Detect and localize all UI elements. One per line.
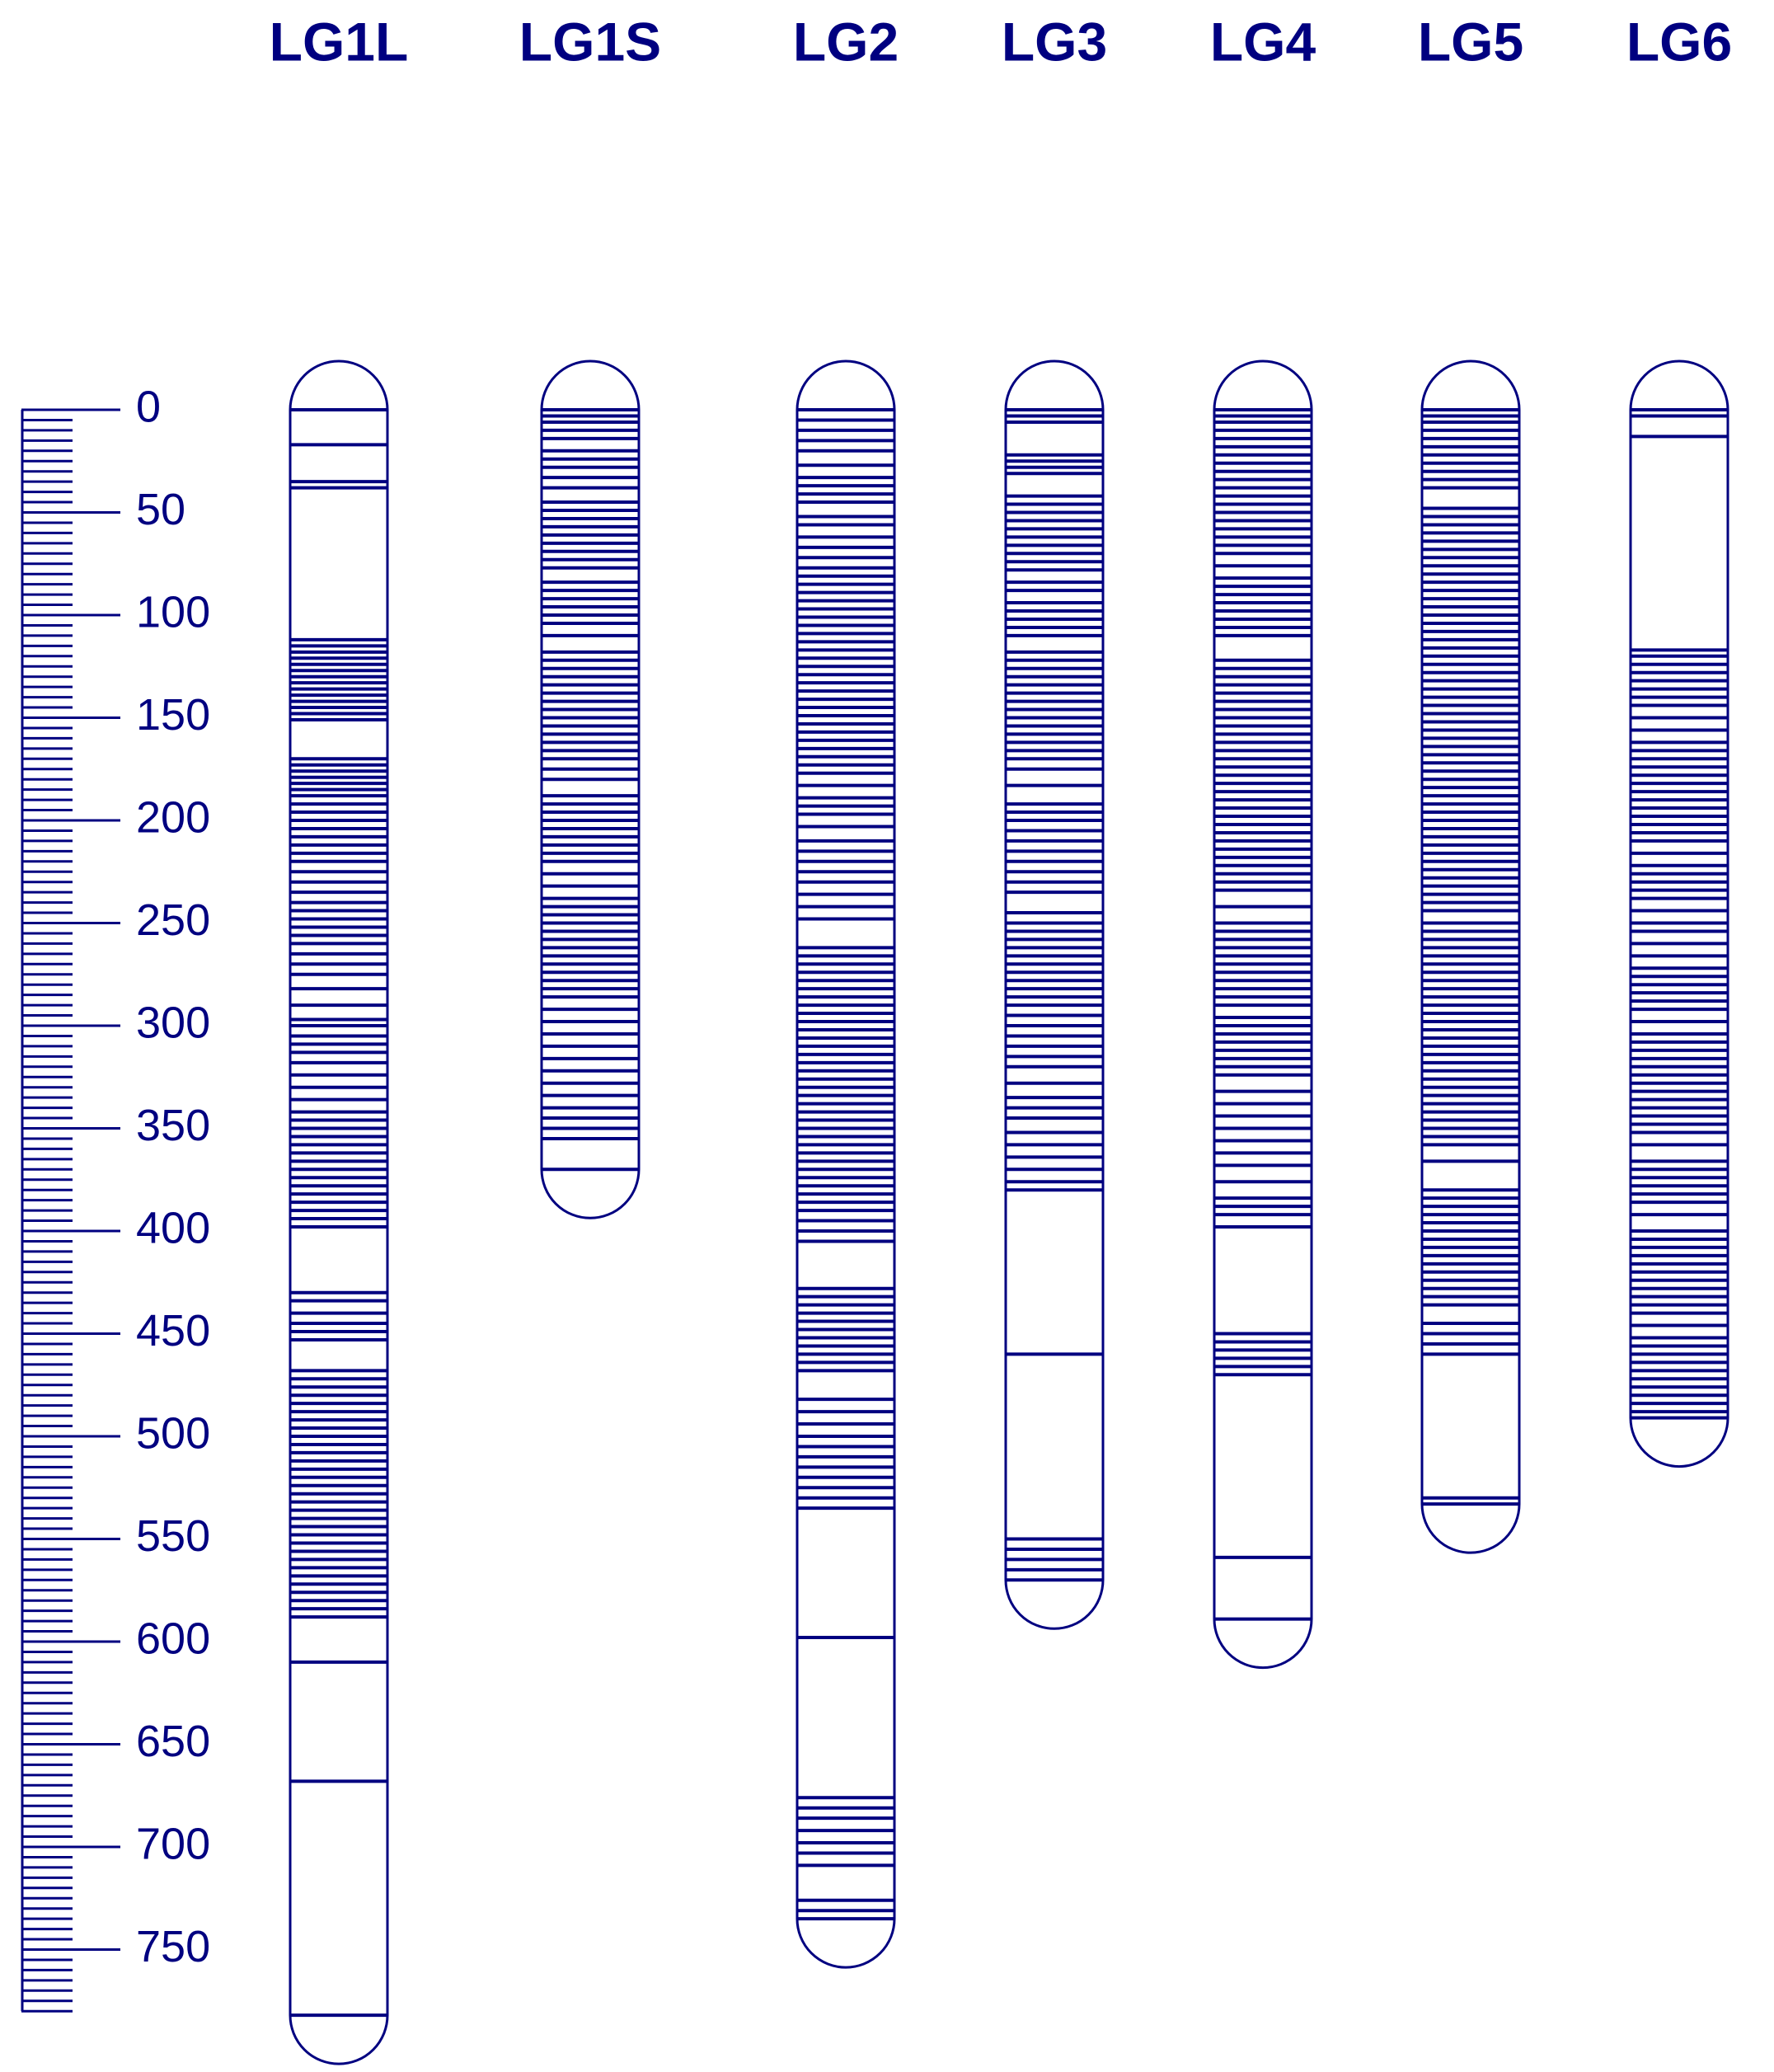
group-title: LG4 — [1210, 11, 1316, 72]
y-tick-label: 50 — [136, 485, 185, 534]
chromosome-outline — [1213, 359, 1313, 1670]
y-tick-label: 400 — [136, 1203, 210, 1252]
chromosome-outline — [540, 359, 641, 1219]
y-tick-label: 200 — [136, 792, 210, 842]
group-title: LG1L — [270, 11, 409, 72]
group-title: LG1S — [519, 11, 661, 72]
y-tick-label: 700 — [136, 1819, 210, 1868]
y-tick-label: 600 — [136, 1614, 210, 1663]
chromosome-outline — [795, 359, 896, 1969]
chromosome-outline — [1420, 359, 1521, 1554]
y-tick-label: 100 — [136, 587, 210, 637]
y-tick-label: 150 — [136, 690, 210, 740]
group-title: LG6 — [1626, 11, 1732, 72]
y-tick-label: 0 — [136, 382, 161, 431]
y-tick-label: 300 — [136, 998, 210, 1047]
y-tick-label: 550 — [136, 1511, 210, 1561]
y-tick-label: 450 — [136, 1306, 210, 1355]
chromosome-outline — [289, 359, 389, 2065]
chromosome-outline — [1629, 359, 1729, 1468]
y-tick-label: 350 — [136, 1101, 210, 1150]
group-title: LG3 — [1002, 11, 1107, 72]
group-title: LG5 — [1418, 11, 1523, 72]
chromosome-outline — [1004, 359, 1105, 1630]
y-tick-label: 650 — [136, 1717, 210, 1766]
y-tick-label: 250 — [136, 895, 210, 945]
group-title: LG2 — [793, 11, 899, 72]
y-tick-label: 500 — [136, 1408, 210, 1458]
y-tick-label: 750 — [136, 1922, 210, 1971]
